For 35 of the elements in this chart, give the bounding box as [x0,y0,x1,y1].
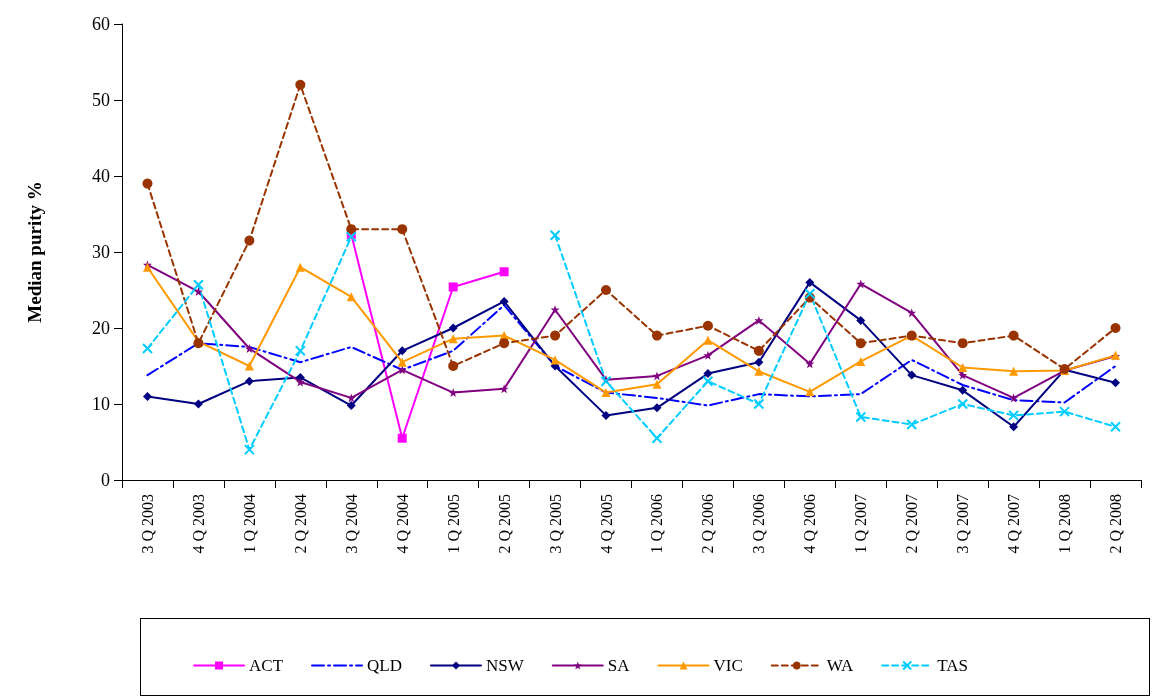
x-tick-label: 4 Q 2005 [597,494,615,554]
x-tick-label: 3 Q 2005 [546,494,564,554]
x-tick-label: 1 Q 2008 [1056,494,1074,554]
y-tick-label: 30 [92,242,110,262]
x-tick-label: 4 Q 2004 [393,494,411,554]
x-tick-label: 4 Q 2006 [801,494,819,554]
x-tick-label: 2 Q 2004 [291,494,309,554]
x-tick-label: 3 Q 2003 [138,494,156,554]
legend-label: QLD [367,656,402,675]
x-tick-label: 2 Q 2008 [1107,494,1125,554]
legend-label: WA [826,656,854,675]
legend-label: SA [607,656,631,675]
x-tick-label: 4 Q 2003 [189,494,207,554]
x-tick-label: 2 Q 2007 [903,494,921,554]
x-tick-label: 1 Q 2006 [648,494,666,554]
y-tick-label: 40 [92,166,110,186]
legend-label: NSW [485,656,525,675]
y-tick-label: 20 [92,318,110,338]
x-tick-label: 3 Q 2007 [954,494,972,554]
y-tick-label: 50 [92,90,110,110]
x-tick-label: 1 Q 2005 [444,494,462,554]
y-tick-label: 10 [92,394,110,414]
x-tick-label: 1 Q 2004 [240,494,258,554]
legend-label: VIC [713,656,743,675]
x-tick-label: 3 Q 2004 [342,494,360,554]
x-tick-label: 2 Q 2006 [699,494,717,554]
legend-label: TAS [937,656,968,675]
y-tick-label: 0 [101,470,110,490]
y-axis-title: Median purity % [24,181,45,323]
x-tick-label: 2 Q 2005 [495,494,513,554]
y-tick-label: 60 [92,14,110,34]
legend-label: ACT [249,656,284,675]
x-tick-label: 1 Q 2007 [852,494,870,554]
x-tick-label: 4 Q 2007 [1005,494,1023,554]
x-tick-label: 3 Q 2006 [750,494,768,554]
